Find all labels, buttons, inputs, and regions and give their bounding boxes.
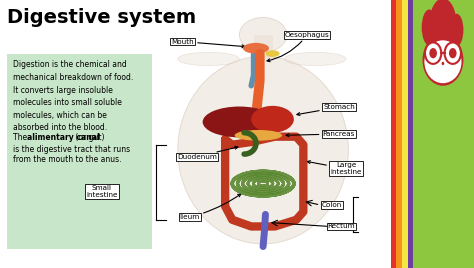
Bar — [0, 0, 391, 268]
Ellipse shape — [429, 48, 437, 58]
Text: Duodenum: Duodenum — [177, 146, 238, 160]
Ellipse shape — [251, 106, 294, 133]
Text: Small
intestine: Small intestine — [86, 185, 118, 198]
Text: Mouth: Mouth — [171, 39, 245, 48]
Ellipse shape — [429, 0, 456, 50]
Bar — [402, 0, 408, 268]
Text: It converts large insoluble
molecules into small soluble
molecules, which can be: It converts large insoluble molecules in… — [13, 86, 122, 132]
Bar — [396, 0, 402, 268]
Ellipse shape — [424, 40, 462, 83]
Ellipse shape — [178, 52, 239, 66]
Text: Stomach: Stomach — [297, 104, 355, 116]
Bar — [413, 0, 474, 268]
Ellipse shape — [422, 34, 464, 86]
Text: Rectum: Rectum — [328, 224, 355, 229]
Ellipse shape — [425, 42, 441, 64]
Ellipse shape — [450, 14, 464, 46]
Ellipse shape — [284, 52, 346, 66]
Text: Large
intestine: Large intestine — [307, 161, 362, 175]
Ellipse shape — [445, 42, 461, 64]
Text: from the mouth to the anus.: from the mouth to the anus. — [13, 155, 121, 165]
Text: Digestion is the chemical and
mechanical breakdown of food.: Digestion is the chemical and mechanical… — [13, 60, 133, 82]
Text: Digestive system: Digestive system — [7, 8, 196, 27]
Ellipse shape — [239, 17, 287, 52]
Text: is the digestive tract that runs: is the digestive tract that runs — [13, 145, 130, 154]
Bar — [254, 35, 273, 59]
Text: The: The — [13, 133, 29, 142]
Ellipse shape — [243, 43, 269, 54]
Ellipse shape — [265, 50, 280, 57]
Text: alimentary canal: alimentary canal — [27, 133, 100, 142]
Ellipse shape — [178, 56, 348, 244]
Text: Oesophagus: Oesophagus — [267, 32, 329, 62]
Text: Ileum: Ileum — [180, 194, 241, 220]
Bar — [391, 0, 396, 268]
Bar — [408, 0, 413, 268]
Bar — [7, 54, 152, 249]
Ellipse shape — [442, 62, 444, 65]
Ellipse shape — [202, 106, 276, 137]
Text: (or gut): (or gut) — [73, 133, 104, 142]
Ellipse shape — [235, 130, 282, 141]
Ellipse shape — [422, 9, 437, 46]
Text: Colon: Colon — [322, 202, 342, 208]
Text: Pancreas: Pancreas — [286, 131, 355, 137]
Ellipse shape — [449, 48, 456, 58]
